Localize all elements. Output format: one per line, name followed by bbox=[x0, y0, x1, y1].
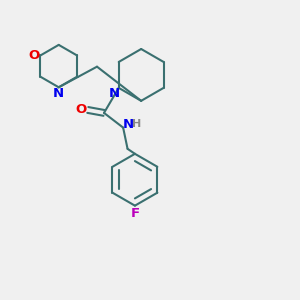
Text: O: O bbox=[76, 103, 87, 116]
Text: H: H bbox=[132, 119, 141, 129]
Text: N: N bbox=[123, 118, 134, 130]
Text: F: F bbox=[130, 207, 140, 220]
Text: N: N bbox=[109, 87, 120, 100]
Text: N: N bbox=[53, 87, 64, 100]
Text: O: O bbox=[28, 49, 40, 62]
